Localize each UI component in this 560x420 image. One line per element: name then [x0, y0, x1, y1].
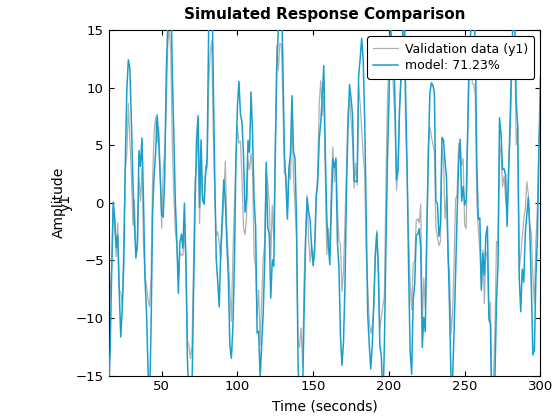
Validation data (y1) [86, 85, 92, 90]
model: 71.23%: (255, 16.9): 71.23%: (255, 16.9) [469, 6, 475, 11]
model: 71.23%: (180, 11): 71.23%: (180, 11) [355, 74, 362, 79]
Validation data (y1) [352, 161, 359, 166]
Validation data (y1) [488, 398, 495, 403]
Line: Validation data (y1): Validation data (y1) [87, 6, 540, 401]
model: 71.23%: (1, 13.5): 71.23%: (1, 13.5) [84, 45, 91, 50]
model: 71.23%: (2, 14.5): 71.23%: (2, 14.5) [86, 33, 92, 38]
model: 71.23%: (274, 5.94): 71.23%: (274, 5.94) [498, 132, 505, 137]
Text: Amplitude: Amplitude [52, 167, 66, 239]
Validation data (y1) [361, 168, 368, 173]
Legend: Validation data (y1), model: 71.23%: Validation data (y1), model: 71.23% [367, 36, 534, 79]
model: 71.23%: (186, -9.7): 71.23%: (186, -9.7) [365, 312, 371, 317]
Validation data (y1) [401, 4, 408, 9]
Title: Simulated Response Comparison: Simulated Response Comparison [184, 7, 465, 22]
X-axis label: Time (seconds): Time (seconds) [272, 399, 377, 413]
Validation data (y1) [354, 183, 361, 188]
Validation data (y1) [537, 104, 544, 109]
model: 71.23%: (300, 11): 71.23%: (300, 11) [537, 74, 544, 79]
Validation data (y1) [84, 61, 91, 66]
Line: model: 71.23%: model: 71.23% [87, 0, 540, 420]
Y-axis label: y1: y1 [59, 194, 73, 211]
Validation data (y1) [468, 34, 474, 39]
model: 71.23%: (181, 12.5): 71.23%: (181, 12.5) [357, 57, 363, 62]
Validation data (y1) [498, 151, 505, 156]
